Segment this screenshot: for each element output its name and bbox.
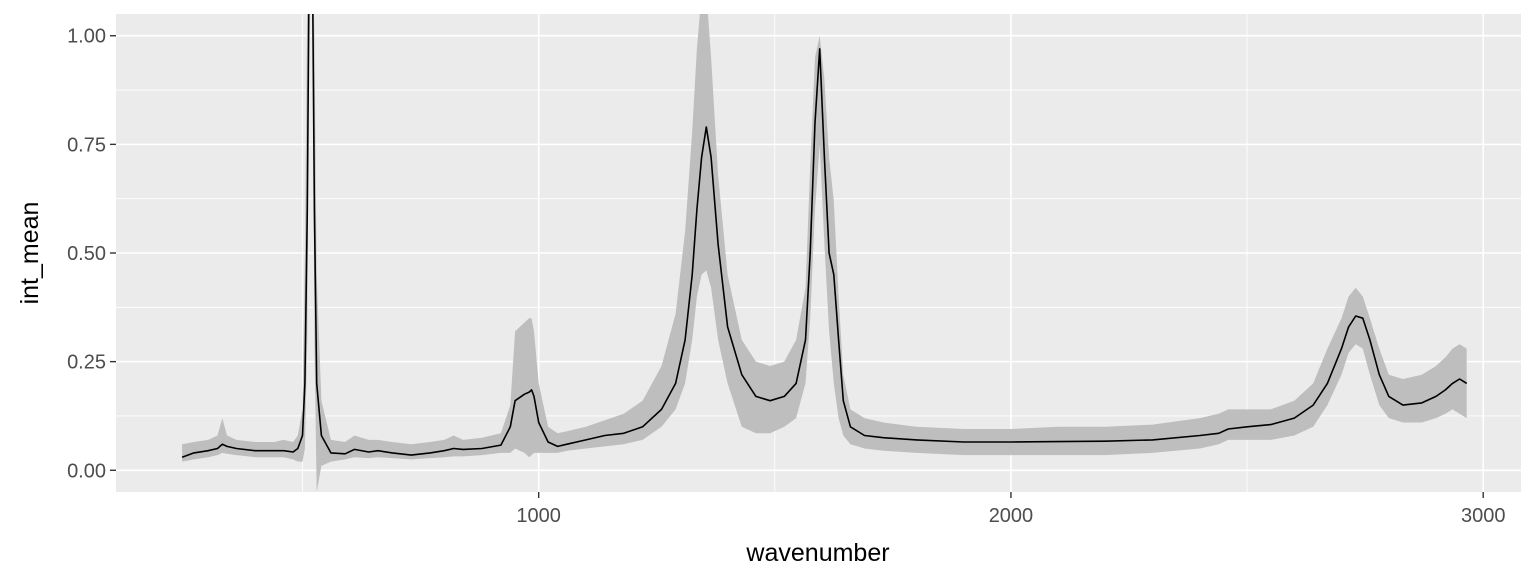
y-tick-label: 0.50 bbox=[67, 243, 106, 265]
x-axis: 1000 2000 3000 bbox=[516, 492, 1505, 527]
y-tick-label: 0.75 bbox=[67, 134, 106, 156]
x-axis-title: wavenumber bbox=[745, 539, 889, 567]
x-tick-label: 2000 bbox=[989, 505, 1034, 527]
y-tick-label: 0.25 bbox=[67, 352, 106, 374]
y-tick-label: 0.00 bbox=[67, 460, 106, 482]
y-axis: 0.00 0.25 0.50 0.75 1.00 bbox=[67, 26, 116, 482]
y-tick-label: 1.00 bbox=[67, 26, 106, 48]
x-tick-label: 1000 bbox=[516, 505, 561, 527]
y-axis-title: int_mean bbox=[16, 202, 44, 305]
mean-line bbox=[181, 14, 1468, 458]
confidence-ribbon bbox=[182, 14, 1467, 492]
x-tick-label: 3000 bbox=[1461, 505, 1506, 527]
